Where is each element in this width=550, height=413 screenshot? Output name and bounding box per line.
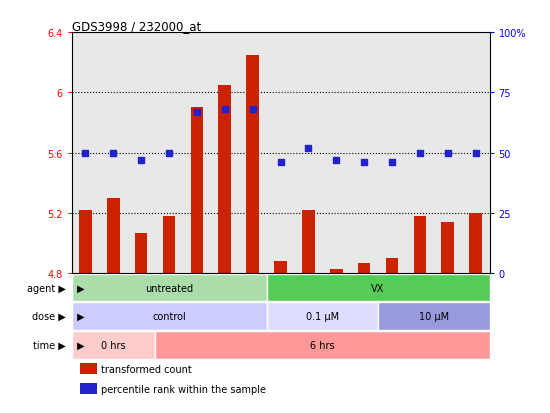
Text: 0 hrs: 0 hrs: [101, 340, 125, 350]
Point: [360, 160, 368, 166]
Text: ▶: ▶: [74, 311, 85, 321]
Text: VX: VX: [371, 283, 384, 293]
Bar: [442, 223, 454, 273]
Point: [388, 160, 397, 166]
Bar: [79, 211, 92, 273]
Bar: [218, 85, 231, 273]
Text: control: control: [152, 311, 186, 321]
Bar: [274, 261, 287, 273]
Point: [248, 107, 257, 113]
Text: transformed count: transformed count: [101, 364, 191, 374]
Point: [164, 150, 173, 157]
Point: [137, 157, 146, 164]
Bar: [72, 274, 267, 301]
Point: [443, 150, 452, 157]
Text: percentile rank within the sample: percentile rank within the sample: [101, 384, 266, 394]
Bar: [358, 263, 370, 273]
Bar: [267, 303, 378, 330]
Text: ▶: ▶: [74, 340, 85, 350]
Bar: [469, 214, 482, 273]
Point: [221, 107, 229, 113]
Bar: [155, 331, 490, 359]
Bar: [72, 331, 155, 359]
Bar: [80, 383, 97, 394]
Text: agent ▶: agent ▶: [27, 283, 66, 293]
Point: [81, 150, 90, 157]
Bar: [267, 274, 490, 301]
Bar: [330, 269, 343, 273]
Text: GDS3998 / 232000_at: GDS3998 / 232000_at: [72, 20, 201, 33]
Bar: [107, 198, 119, 273]
Bar: [72, 303, 267, 330]
Bar: [378, 303, 490, 330]
Bar: [135, 233, 147, 273]
Text: time ▶: time ▶: [33, 340, 66, 350]
Text: 6 hrs: 6 hrs: [310, 340, 334, 350]
Text: ▶: ▶: [74, 283, 85, 293]
Point: [415, 150, 424, 157]
Bar: [80, 363, 97, 375]
Bar: [191, 108, 203, 273]
Point: [332, 157, 340, 164]
Text: 0.1 μM: 0.1 μM: [306, 311, 339, 321]
Point: [471, 150, 480, 157]
Text: dose ▶: dose ▶: [32, 311, 66, 321]
Bar: [163, 216, 175, 273]
Point: [304, 145, 313, 152]
Bar: [246, 56, 259, 273]
Bar: [302, 211, 315, 273]
Text: untreated: untreated: [145, 283, 193, 293]
Point: [192, 109, 201, 116]
Bar: [386, 259, 398, 273]
Point: [276, 160, 285, 166]
Text: 10 μM: 10 μM: [419, 311, 449, 321]
Point: [109, 150, 118, 157]
Bar: [414, 216, 426, 273]
